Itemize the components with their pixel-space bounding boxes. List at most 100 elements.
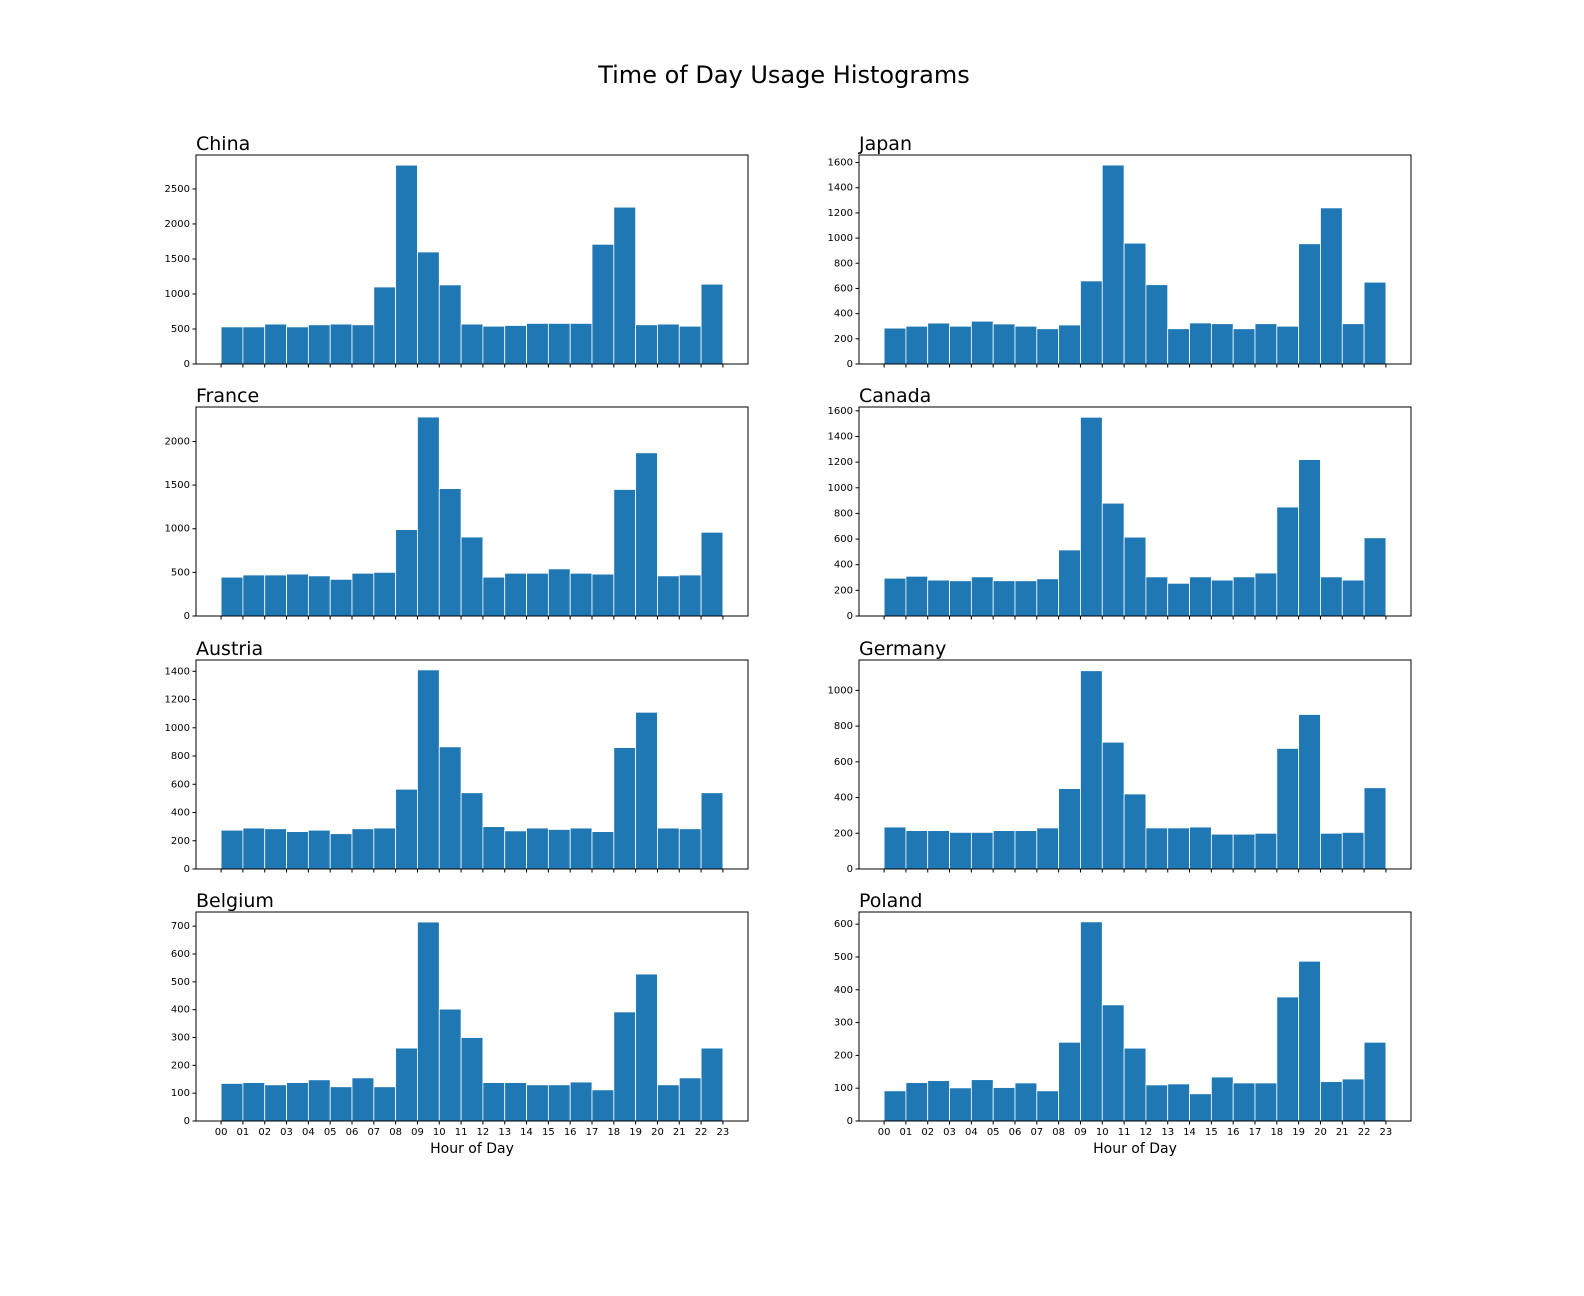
x-tick-label: 17 — [586, 1127, 599, 1138]
bar — [949, 325, 972, 365]
bar — [1145, 827, 1169, 870]
y-tick-label: 400 — [171, 808, 190, 819]
axes-frame — [858, 659, 1412, 870]
bar — [1014, 1082, 1038, 1122]
bar — [1189, 576, 1212, 617]
y-tick-label: 1000 — [828, 233, 853, 244]
bar — [482, 1082, 506, 1122]
bar — [883, 826, 907, 870]
bar — [1320, 832, 1343, 870]
bar — [1363, 1041, 1387, 1122]
bar — [678, 325, 702, 365]
y-tick-label: 1400 — [828, 431, 853, 442]
y-tick-label: 1000 — [828, 483, 853, 494]
y-tick-label: 500 — [171, 977, 190, 988]
bar — [1363, 787, 1387, 870]
bar — [438, 1008, 462, 1122]
y-tick-label: 600 — [171, 779, 190, 790]
x-tick-label: 03 — [280, 1127, 293, 1138]
bar — [1080, 280, 1103, 365]
bar — [373, 571, 397, 617]
y-tick-label: 300 — [834, 1018, 853, 1029]
bar — [438, 746, 462, 870]
y-tick-label: 0 — [184, 359, 190, 370]
y-tick-label: 800 — [834, 721, 853, 732]
x-tick-label: 22 — [1358, 1127, 1371, 1138]
bar — [547, 829, 571, 870]
bar — [438, 488, 462, 617]
bar — [1123, 793, 1147, 870]
x-tick-label: 10 — [433, 1127, 446, 1138]
bar — [460, 323, 484, 365]
x-tick-label: 12 — [477, 1127, 490, 1138]
bar — [1167, 582, 1190, 617]
bar — [1232, 833, 1256, 870]
subplot-title: Japan — [858, 133, 912, 155]
bar — [613, 489, 637, 617]
y-tick-label: 0 — [184, 611, 190, 622]
bar — [1210, 579, 1234, 617]
x-tick-label: 05 — [987, 1127, 1000, 1138]
bar — [1123, 536, 1147, 617]
bar — [1014, 325, 1038, 365]
y-tick-label: 400 — [834, 793, 853, 804]
bar — [1341, 831, 1365, 870]
bar — [992, 580, 1016, 617]
x-tick-label: 04 — [965, 1127, 978, 1138]
y-tick-label: 600 — [834, 919, 853, 930]
bar — [657, 1084, 680, 1122]
y-tick-label: 1400 — [828, 183, 853, 194]
bar — [949, 580, 972, 617]
bar — [220, 1083, 244, 1122]
bar — [220, 829, 244, 870]
y-tick-label: 2000 — [165, 436, 190, 447]
bar — [373, 1086, 397, 1122]
bar — [395, 1047, 418, 1122]
y-tick-label: 0 — [847, 1116, 853, 1127]
bar — [591, 573, 615, 617]
bar — [460, 1037, 484, 1122]
bar — [970, 576, 994, 617]
bar — [678, 574, 702, 617]
x-tick-label: 18 — [1270, 1127, 1283, 1138]
bar — [700, 531, 724, 617]
bar — [526, 572, 549, 617]
y-tick-label: 0 — [847, 611, 853, 622]
bar — [264, 828, 287, 870]
bar — [395, 529, 418, 617]
bar — [992, 1087, 1016, 1122]
bar — [1080, 921, 1103, 1122]
bar — [1101, 1004, 1125, 1122]
figure-title: Time of Day Usage Histograms — [597, 61, 970, 89]
x-tick-label: 02 — [258, 1127, 271, 1138]
bar — [927, 830, 950, 870]
bar — [1014, 580, 1038, 617]
bar — [657, 827, 680, 870]
x-tick-label: 20 — [1314, 1127, 1327, 1138]
bar — [264, 1084, 287, 1122]
subplot-title: Belgium — [196, 890, 274, 912]
bar — [482, 826, 506, 870]
bar — [569, 572, 593, 617]
x-tick-label: 01 — [237, 1127, 250, 1138]
bar — [460, 536, 484, 617]
y-tick-label: 100 — [171, 1088, 190, 1099]
x-tick-label: 21 — [1336, 1127, 1349, 1138]
x-tick-label: 00 — [878, 1127, 891, 1138]
bar — [1167, 1083, 1190, 1122]
bar — [678, 828, 702, 870]
bar — [635, 324, 658, 365]
bar — [927, 579, 950, 617]
bar — [482, 576, 506, 617]
x-tick-label: 04 — [302, 1127, 315, 1138]
bar — [286, 831, 309, 870]
y-tick-label: 400 — [834, 309, 853, 320]
axes-frame — [195, 911, 749, 1122]
bar — [1232, 328, 1256, 365]
y-tick-label: 200 — [171, 836, 190, 847]
bar — [307, 1079, 331, 1122]
bar — [438, 284, 462, 365]
subplot-title: Poland — [859, 890, 922, 912]
x-tick-label: 20 — [651, 1127, 664, 1138]
bar — [700, 1047, 724, 1122]
